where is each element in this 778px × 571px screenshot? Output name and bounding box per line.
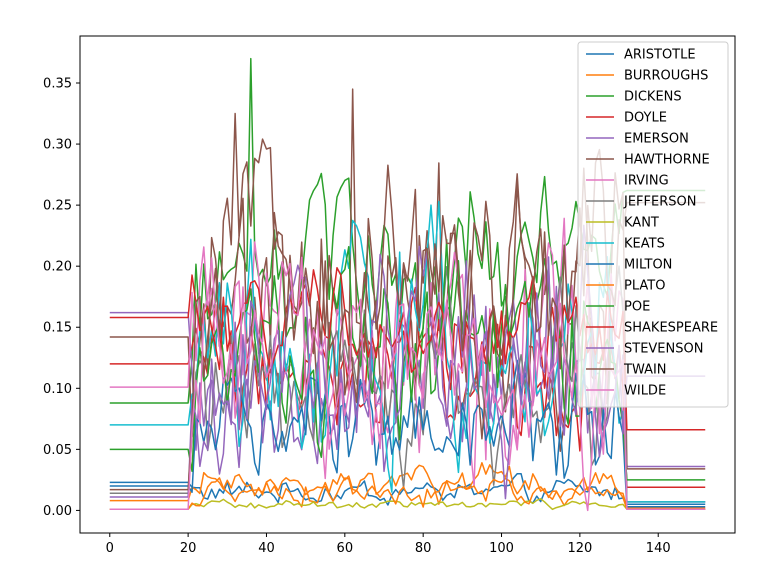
legend-label-poe: POE [624,300,650,315]
legend-label-plato: PLATO [624,279,665,294]
legend-label-shakespeare: SHAKESPEARE [624,321,718,336]
y-tick-label: 0.20 [43,260,72,275]
y-tick-label: 0.10 [43,382,72,397]
legend-label-jefferson: JEFFERSON [623,195,696,210]
legend-label-aristotle: ARISTOTLE [624,48,696,63]
x-tick-label: 100 [489,541,514,556]
y-tick-label: 0.15 [43,321,72,336]
x-tick-label: 20 [180,541,197,556]
series-line-burroughs [109,462,706,509]
legend-label-doyle: DOYLE [624,111,667,126]
plot-frame [79,35,736,534]
series-line-kant [109,498,706,511]
legend-label-stevenson: STEVENSON [624,342,703,357]
y-tick-label: 0.35 [43,77,72,92]
y-tick-label: 0.00 [43,504,72,519]
legend-label-emerson: EMERSON [624,132,689,147]
legend-label-dickens: DICKENS [624,90,682,105]
y-tick-label: 0.25 [43,199,72,214]
x-tick-label: 0 [106,541,114,556]
x-tick-label: 140 [646,541,671,556]
legend-label-twain: TWAIN [623,363,667,378]
series-line-stevenson [109,224,706,500]
series-line-aristotle [109,473,706,506]
legend-label-keats: KEATS [624,237,665,252]
y-tick-label: 0.30 [43,138,72,153]
series-line-jefferson [109,265,706,503]
series-line-plato [109,477,706,510]
legend-label-hawthorne: HAWTHORNE [624,153,710,168]
legend-label-milton: MILTON [624,258,672,273]
y-tick-label: 0.05 [43,443,72,458]
x-tick-label: 60 [337,541,354,556]
x-tick-label: 120 [567,541,592,556]
legend-label-wilde: WILDE [624,384,666,399]
legend-label-burroughs: BURROUGHS [624,69,708,84]
legend-label-irving: IRVING [624,174,669,189]
x-tick-label: 40 [258,541,275,556]
legend-label-kant: KANT [624,216,659,231]
legend [577,41,729,408]
x-tick-label: 80 [415,541,432,556]
